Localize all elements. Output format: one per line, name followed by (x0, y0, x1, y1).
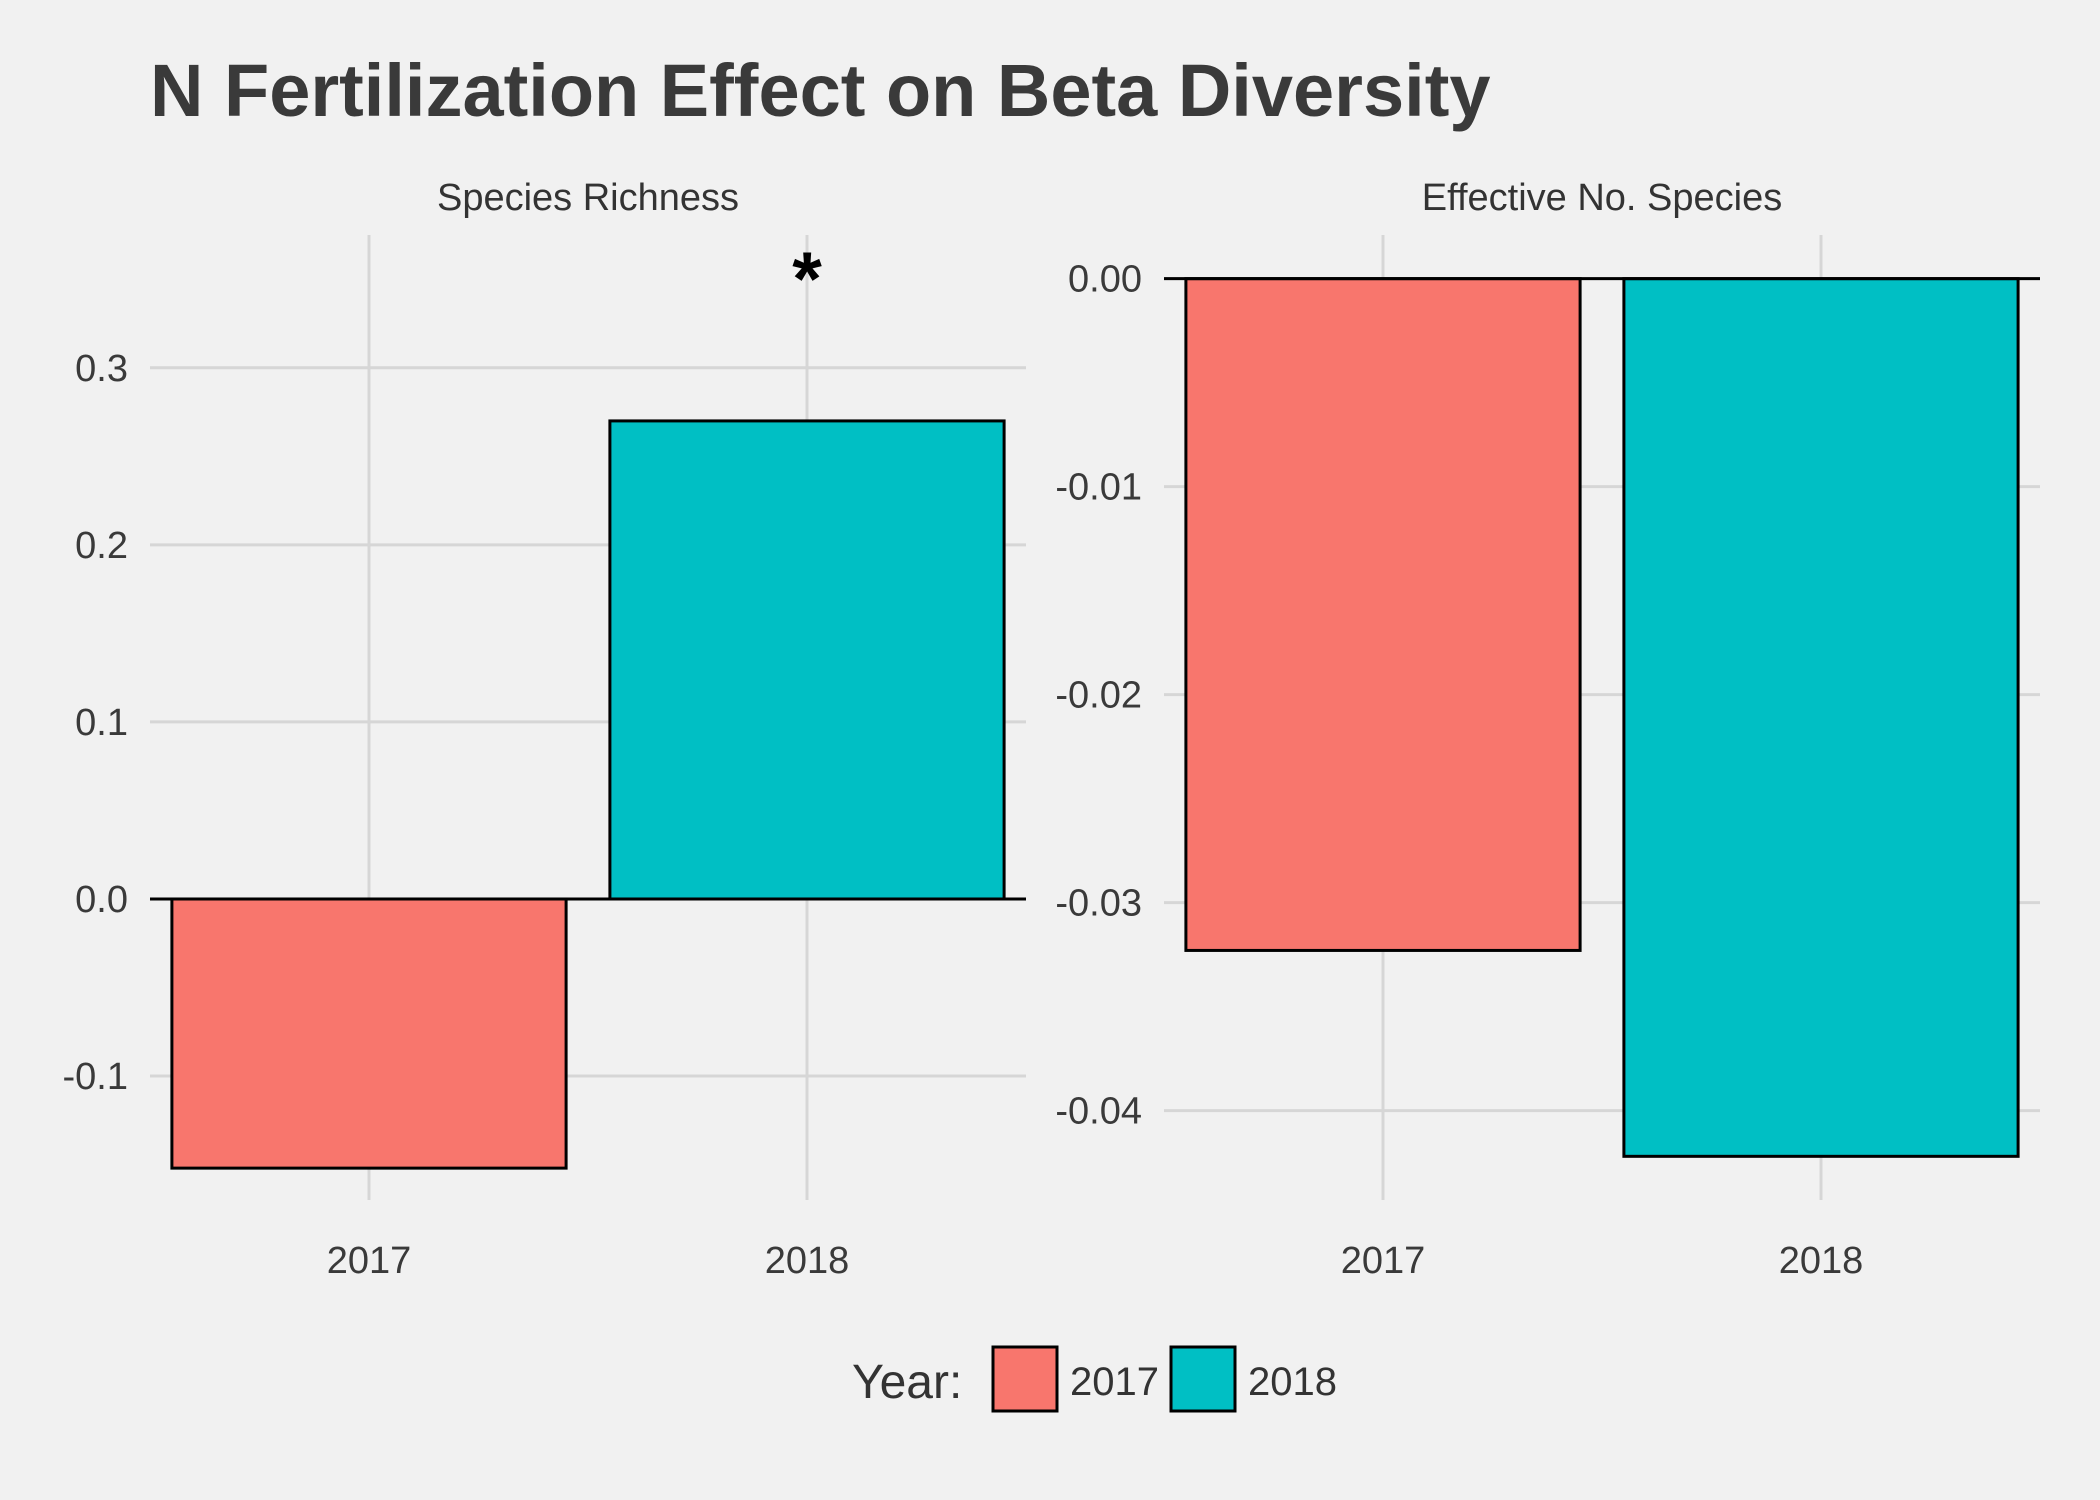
y-tick-label: 0.1 (75, 702, 128, 744)
x-tick-label: 2017 (327, 1240, 412, 1282)
x-tick-label: 2017 (1341, 1240, 1426, 1282)
legend-key-2017 (991, 1345, 1059, 1413)
y-tick-label: -0.1 (63, 1056, 128, 1098)
y-tick-label: 0.3 (75, 348, 128, 390)
legend-label-2018: 2018 (1248, 1360, 1337, 1404)
x-tick-label: 2018 (1779, 1240, 1864, 1282)
y-tick-label: 0.2 (75, 525, 128, 567)
y-tick-label: -0.04 (1055, 1091, 1142, 1133)
legend-label-2017: 2017 (1070, 1360, 1159, 1404)
significance-marker: * (792, 237, 822, 322)
y-tick-label: -0.01 (1055, 467, 1142, 509)
legend-key-2018 (1169, 1345, 1237, 1413)
bar-2018 (608, 419, 1006, 901)
y-tick-label: -0.03 (1055, 883, 1142, 925)
y-tick-label: 0.00 (1068, 259, 1142, 301)
bar-2017 (1184, 277, 1582, 952)
legend-title: Year: (852, 1356, 962, 1409)
bar-2018 (1622, 277, 2020, 1158)
y-tick-label: -0.02 (1055, 675, 1142, 717)
panel-title: Species Richness (437, 177, 739, 219)
panel-title: Effective No. Species (1422, 177, 1782, 219)
chart-title: N Fertilization Effect on Beta Diversity (150, 49, 1491, 132)
y-tick-label: 0.0 (75, 879, 128, 921)
x-tick-label: 2018 (765, 1240, 850, 1282)
bar-2017 (170, 897, 568, 1170)
